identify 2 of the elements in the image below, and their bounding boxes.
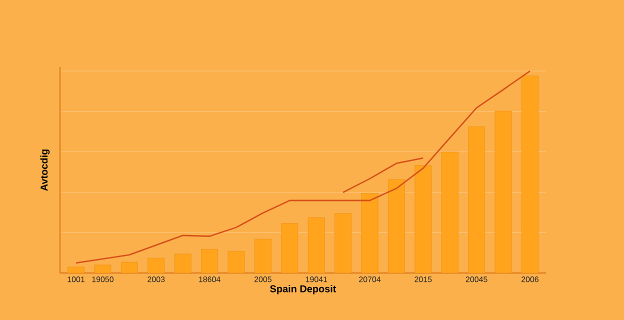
x-axis-title: Spain Deposit [270,285,336,294]
y-axis-title: Avtocdig [40,150,50,191]
